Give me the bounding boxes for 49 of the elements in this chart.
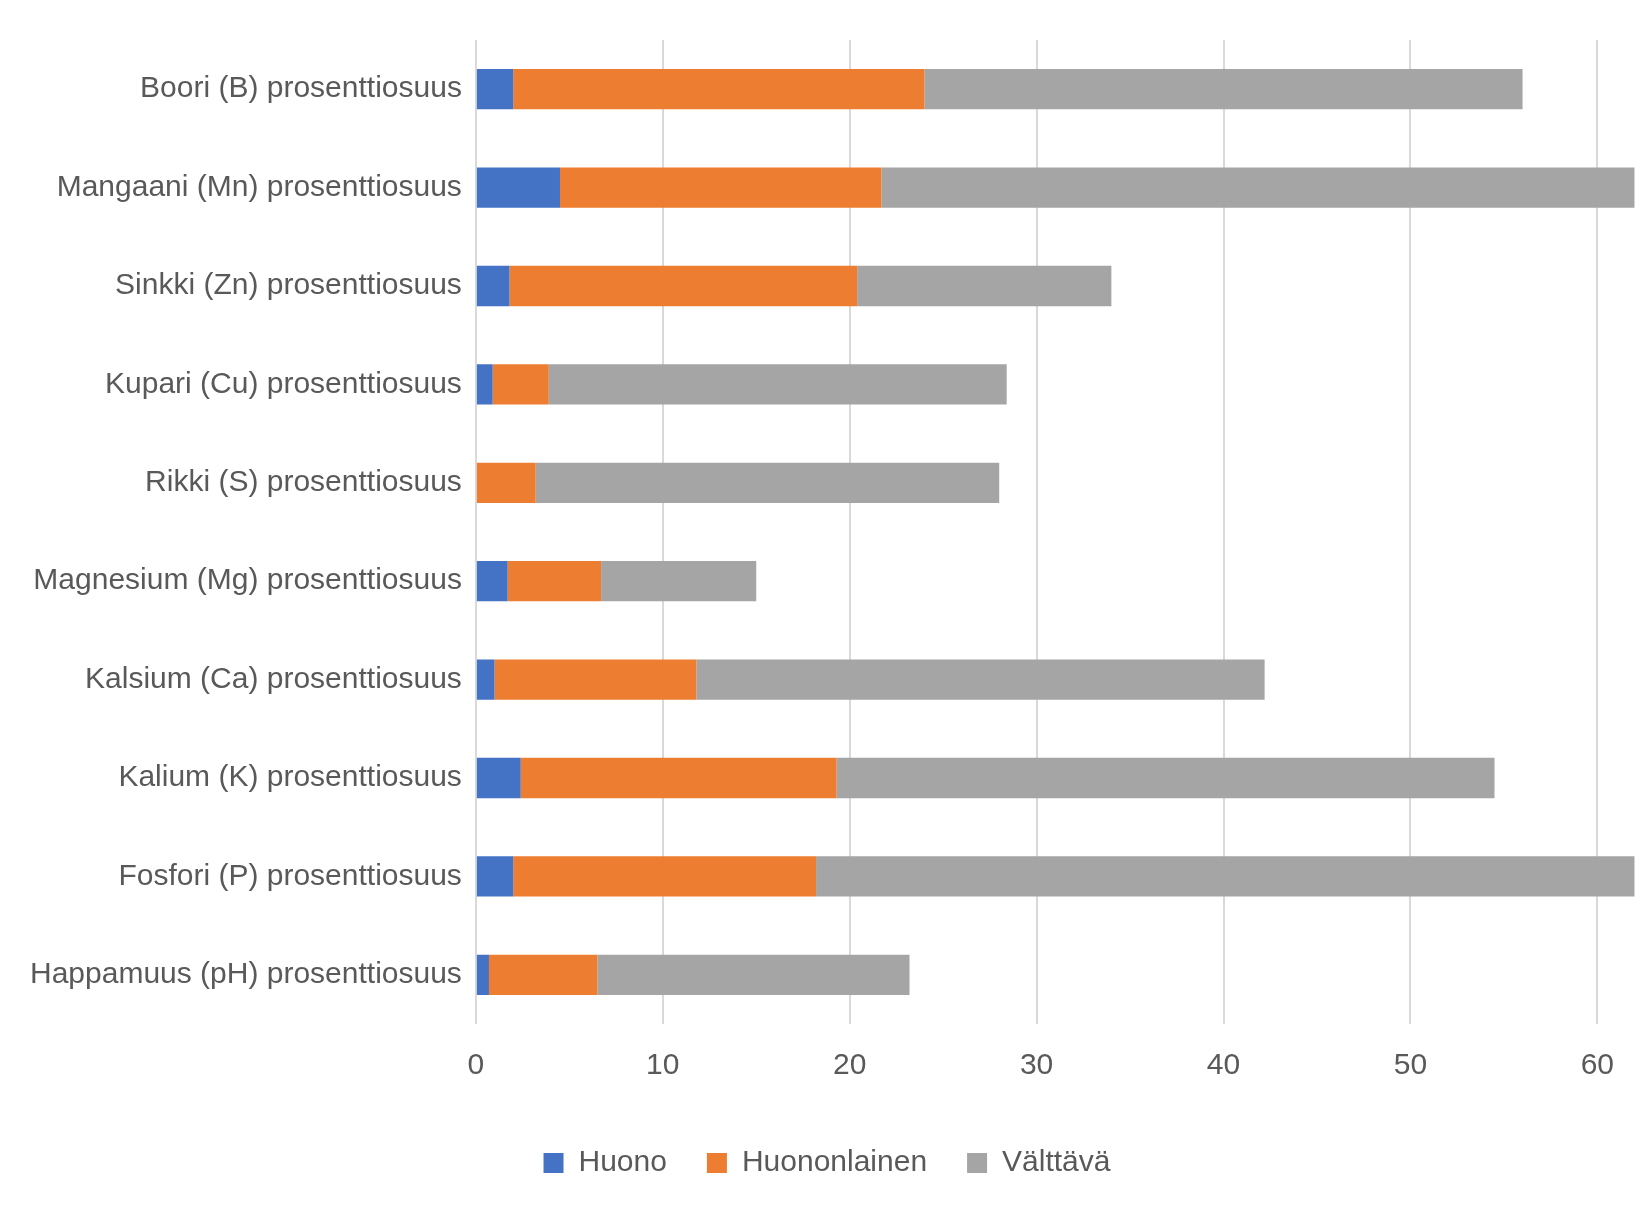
legend-label: Huono [578,1144,667,1178]
y-tick-label: Magnesium (Mg) prosenttiosuus [33,562,462,596]
bar [836,757,1495,799]
bar [476,167,560,208]
y-tick-label: Kalium (K) prosenttiosuus [118,759,462,793]
bar [513,856,817,897]
bar [535,462,1000,503]
y-tick-label: Kupari (Cu) prosenttiosuus [105,365,462,399]
bar [881,167,1635,208]
bar [857,265,1112,307]
x-tick-label: 40 [1206,1047,1241,1081]
bar [924,69,1523,110]
x-tick-label: 20 [833,1047,867,1081]
bar [494,659,697,700]
bar [696,659,1265,700]
bar [476,856,514,897]
bar [559,167,882,208]
x-tick-label: 50 [1393,1047,1428,1081]
y-tick-label: Mangaani (Mn) prosenttiosuus [56,168,462,202]
bar [507,561,602,602]
bar [476,659,495,700]
y-tick-label: Rikki (S) prosenttiosuus [145,464,462,498]
bar [476,462,536,503]
x-tick-label: 60 [1580,1047,1614,1081]
legend-label: Huononlainen [741,1144,928,1178]
bar [476,954,489,995]
x-tick-label: 10 [646,1047,680,1081]
bar [816,856,1635,897]
bar [597,954,910,995]
x-tick-label: 30 [1019,1047,1054,1081]
bar [492,364,549,405]
bar [601,561,757,602]
y-tick-label: Kalsium (Ca) prosenttiosuus [85,660,462,694]
bar [520,757,837,799]
bar [476,757,521,799]
bar [488,954,598,995]
bar [513,69,925,110]
y-tick-label: Fosfori (P) prosenttiosuus [118,857,462,891]
bar [509,265,858,307]
bar [476,364,493,405]
legend-label: Välttävä [1002,1144,1111,1178]
y-tick-label: Boori (B) prosenttiosuus [140,70,462,104]
bar [476,265,510,307]
bar [476,69,514,110]
y-tick-label: Sinkki (Zn) prosenttiosuus [115,267,462,301]
x-tick-label: 0 [467,1047,485,1081]
bar [476,561,508,602]
y-tick-label: Happamuus (pH) prosenttiosuus [29,956,462,990]
bar [548,364,1007,405]
